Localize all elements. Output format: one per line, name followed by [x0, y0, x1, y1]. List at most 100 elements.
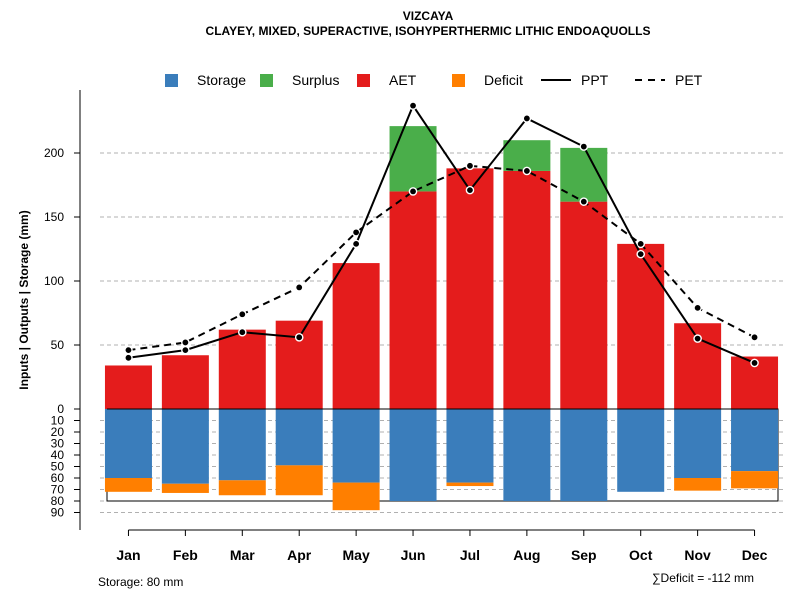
storage-bar-nov [674, 409, 722, 478]
x-tick-label-sep: Sep [571, 547, 597, 563]
storage-bar-dec [731, 409, 779, 472]
ppt-point-apr [294, 333, 304, 342]
ppt-point-nov [693, 334, 702, 343]
aet-bar-jan [104, 365, 152, 409]
storage-bar-feb [161, 409, 209, 484]
x-tick-label-jun: Jun [401, 547, 426, 563]
aet-bar-oct [617, 243, 665, 409]
ppt-point-oct [636, 249, 646, 259]
aet-bar-may [332, 263, 380, 409]
pet-point-mar [237, 309, 247, 319]
pet-point-apr [294, 283, 304, 292]
legend-label-surplus: Surplus [292, 72, 339, 88]
aet-bar-jul [446, 168, 494, 409]
deficit-bar-jan [104, 478, 152, 492]
y-tick-label-lower-40: 40 [51, 448, 65, 462]
chart-legend: Storage Surplus AET Deficit PPT PET [165, 72, 703, 88]
deficit-bar-mar [218, 480, 266, 496]
pet-point-nov [693, 303, 702, 313]
ppt-point-mar [237, 327, 247, 337]
deficit-bar-nov [674, 478, 722, 491]
deficit-bar-feb [161, 483, 209, 493]
legend-swatch-storage [165, 74, 178, 87]
legend-label-storage: Storage [197, 72, 246, 88]
y-tick-label-upper-100: 100 [44, 274, 64, 288]
ppt-point-sep [579, 142, 589, 151]
ppt-point-may [351, 239, 361, 249]
storage-bar-mar [218, 409, 266, 481]
storage-bar-jun [389, 409, 437, 501]
legend-swatch-aet [357, 74, 370, 87]
deficit-bar-jul [446, 482, 494, 487]
ppt-point-jun [408, 101, 418, 110]
y-tick-label-upper-0: 0 [57, 402, 64, 416]
storage-bar-aug [503, 409, 551, 501]
x-tick-label-mar: Mar [230, 547, 255, 563]
y-tick-label-lower-10: 10 [51, 414, 65, 428]
y-tick-label-upper-50: 50 [51, 338, 65, 352]
pet-point-aug [522, 166, 532, 176]
pet-point-may [351, 228, 361, 237]
deficit-bar-dec [731, 471, 779, 489]
x-tick-label-apr: Apr [287, 547, 312, 563]
storage-note: Storage: 80 mm [98, 575, 183, 589]
legend-label-deficit: Deficit [484, 72, 523, 88]
legend-label-aet: AET [389, 72, 417, 88]
y-tick-label-lower-30: 30 [51, 437, 65, 451]
legend-label-ppt: PPT [581, 72, 609, 88]
x-tick-label-feb: Feb [173, 547, 198, 563]
y-tick-label-upper-150: 150 [44, 210, 64, 224]
aet-bar-aug [503, 170, 551, 409]
aet-bar-mar [218, 329, 266, 409]
aet-bar-feb [161, 355, 209, 409]
x-tick-label-jan: Jan [116, 547, 140, 563]
pet-point-dec [750, 333, 759, 342]
lines-group [124, 101, 759, 368]
storage-bar-jul [446, 409, 494, 483]
ppt-point-aug [522, 114, 532, 123]
aet-bar-jun [389, 191, 437, 409]
ppt-line [128, 103, 755, 364]
storage-bar-apr [275, 409, 323, 466]
pet-point-oct [636, 239, 646, 249]
pet-line [128, 164, 756, 352]
x-tick-label-oct: Oct [629, 547, 653, 563]
deficit-note: ∑Deficit = -112 mm [652, 571, 754, 585]
y-tick-label-upper-200: 200 [44, 146, 64, 160]
x-tick-label-aug: Aug [513, 547, 540, 563]
legend-swatch-surplus [260, 74, 273, 87]
pet-point-jun [408, 187, 418, 196]
chart-title: VIZCAYA [403, 9, 454, 23]
ppt-point-jul [465, 185, 475, 195]
deficit-bar-apr [275, 465, 323, 496]
storage-bar-oct [617, 409, 665, 492]
x-tick-label-jul: Jul [460, 547, 480, 563]
pet-point-feb [181, 338, 190, 347]
storage-bar-jan [104, 409, 152, 478]
ppt-point-dec [750, 358, 759, 368]
storage-bar-may [332, 409, 380, 483]
y-tick-label-lower-20: 20 [51, 425, 65, 439]
surplus-bar-sep [560, 147, 608, 202]
deficit-bar-may [332, 482, 380, 511]
chart-subtitle: CLAYEY, MIXED, SUPERACTIVE, ISOHYPERTHER… [206, 24, 651, 38]
y-axis-label: Inputs | Outputs | Storage (mm) [17, 210, 31, 389]
bars-group [104, 126, 779, 511]
y-tick-label-lower-50: 50 [51, 460, 65, 474]
ppt-point-jan [124, 353, 133, 363]
y-tick-label-lower-60: 60 [51, 471, 65, 485]
ppt-point-feb [181, 345, 190, 355]
x-tick-label-dec: Dec [742, 547, 768, 563]
y-tick-label-lower-90: 90 [51, 506, 65, 520]
y-tick-label-lower-80: 80 [51, 494, 65, 508]
surplus-bar-jun [389, 126, 437, 192]
pet-point-sep [579, 197, 589, 206]
x-tick-label-may: May [343, 547, 370, 563]
gridlines [100, 152, 783, 513]
pet-point-jan [124, 345, 133, 355]
y-tick-label-lower-70: 70 [51, 483, 65, 497]
legend-label-pet: PET [675, 72, 703, 88]
legend-swatch-deficit [452, 74, 465, 87]
